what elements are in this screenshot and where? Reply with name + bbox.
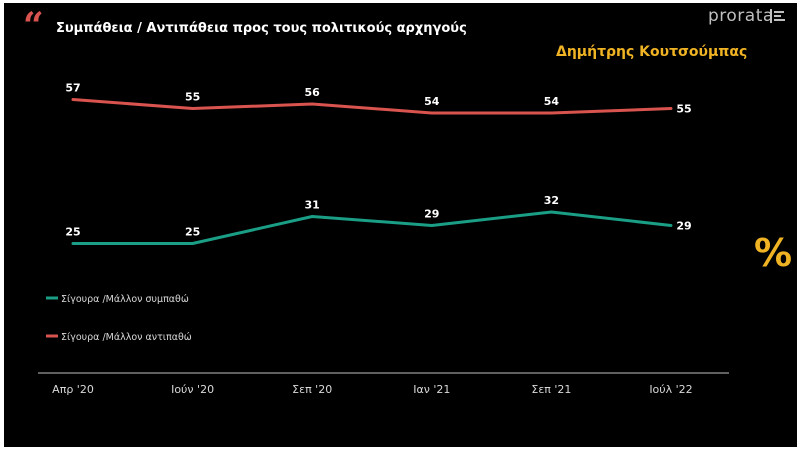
data-label: 57 <box>65 82 80 95</box>
data-label: 55 <box>676 103 691 116</box>
x-tick-label: Απρ '20 <box>52 383 94 396</box>
series-line <box>71 210 673 245</box>
brand-bars-icon <box>770 9 785 23</box>
brand-logo: prorata <box>708 6 774 26</box>
x-tick-label: Ιούλ '22 <box>649 383 692 396</box>
data-label: 32 <box>544 194 559 207</box>
series-line <box>71 98 673 115</box>
x-tick-label: Ιαν '21 <box>413 383 450 396</box>
x-tick-label: Σεπ '21 <box>531 383 571 396</box>
data-label: 56 <box>305 86 321 99</box>
percent-icon: % <box>754 231 793 275</box>
data-label: 55 <box>185 91 200 104</box>
data-label: 54 <box>544 95 560 108</box>
data-label: 25 <box>65 226 80 239</box>
data-label: 31 <box>305 199 320 212</box>
leader-name: Δημήτρης Κουτσούμπας <box>556 44 748 60</box>
legend-label: Σίγουρα /Μάλλον αντιπαθώ <box>61 332 192 343</box>
data-label: 29 <box>676 220 691 233</box>
data-label: 29 <box>424 208 439 221</box>
x-tick-label: Ιούν '20 <box>171 383 214 396</box>
legend-label: Σίγουρα /Μάλλον συμπαθώ <box>61 294 189 305</box>
chart-title: Συμπάθεια / Αντιπάθεια προς τους πολιτικ… <box>56 21 467 36</box>
x-tick-label: Σεπ '20 <box>292 383 332 396</box>
quote-mark-icon: “ <box>23 5 44 47</box>
data-label: 25 <box>185 226 200 239</box>
data-label: 54 <box>424 95 440 108</box>
